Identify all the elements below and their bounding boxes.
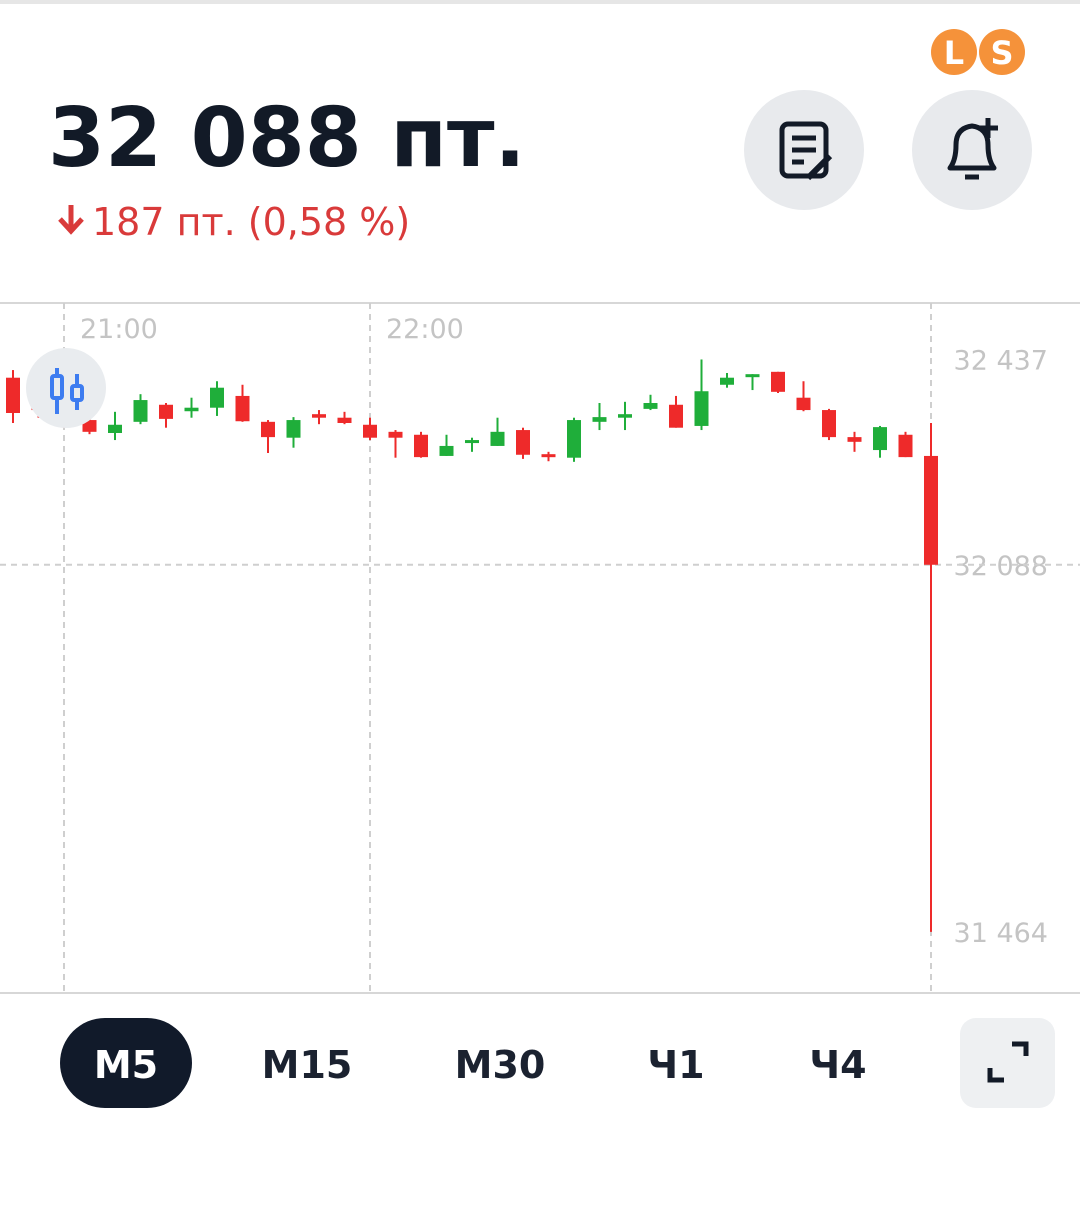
candle-body: [6, 377, 20, 413]
candle-body: [235, 395, 250, 422]
price: 32 088 пт.: [48, 91, 526, 186]
timeframe-button[interactable]: M5: [94, 1043, 158, 1087]
timeframe-button[interactable]: Ч1: [647, 1043, 704, 1087]
alert-button[interactable]: [912, 90, 1032, 210]
candlestick-chart: 21:00 22:00 32 437 32 088 31 464: [0, 303, 1080, 993]
candle-body: [210, 387, 224, 408]
candle-body: [133, 400, 148, 422]
badges: L S: [931, 29, 1025, 75]
timeframe-selected-bg: [60, 1018, 192, 1108]
candle-body: [541, 454, 556, 458]
candle-body: [490, 431, 505, 446]
candle-body: [669, 404, 683, 428]
y-tick-label: 32 437: [954, 345, 1048, 376]
candle-body: [337, 417, 352, 423]
candle-body: [694, 391, 709, 426]
candle-body: [261, 421, 275, 438]
candle-body: [873, 427, 887, 451]
candle-body: [567, 420, 581, 458]
candle-body: [924, 455, 938, 565]
timeframe-button[interactable]: Ч4: [809, 1043, 866, 1087]
x-tick-label: 22:00: [386, 314, 464, 345]
candle-body: [771, 371, 785, 392]
candle-body: [439, 445, 454, 456]
candle-body: [184, 407, 199, 412]
candle-body: [796, 397, 811, 411]
badge-circle: [931, 29, 977, 75]
expand-button[interactable]: [960, 1018, 1055, 1108]
candle-body: [82, 420, 97, 432]
candle-body: [847, 437, 862, 442]
candle-body: [363, 424, 377, 438]
top-bar: [0, 0, 1080, 4]
timeframe-button[interactable]: M30: [455, 1043, 546, 1087]
badge: L: [944, 34, 964, 72]
candle-body: [312, 414, 326, 418]
notes-button[interactable]: [744, 90, 864, 210]
badge: S: [990, 34, 1013, 72]
candle-body: [898, 434, 913, 458]
down-arrow: [58, 205, 84, 235]
candle-body: [465, 440, 479, 444]
y-tick-label: 31 464: [954, 918, 1048, 949]
price-change: 187 пт. (0,58 %): [92, 200, 410, 244]
candle-body: [286, 420, 301, 438]
candle-body: [388, 431, 403, 438]
candle-body: [592, 417, 607, 422]
candle-body: [822, 410, 836, 438]
candle-body: [643, 403, 658, 409]
candle-body: [618, 414, 632, 418]
candle-body: [159, 404, 173, 419]
timeframe-button[interactable]: M15: [262, 1043, 353, 1087]
y-tick-label: 32 088: [954, 551, 1048, 582]
candle-body: [745, 374, 760, 378]
candle-body: [720, 377, 734, 385]
candle-body: [108, 424, 122, 433]
badge-circle: [979, 29, 1025, 75]
x-tick-label: 21:00: [80, 314, 158, 345]
candle-body: [516, 430, 530, 455]
candle-body: [414, 434, 428, 458]
timeframe-bar: M5 M15 M30 Ч1 Ч4: [60, 1018, 867, 1108]
indicator-button[interactable]: [26, 348, 106, 428]
